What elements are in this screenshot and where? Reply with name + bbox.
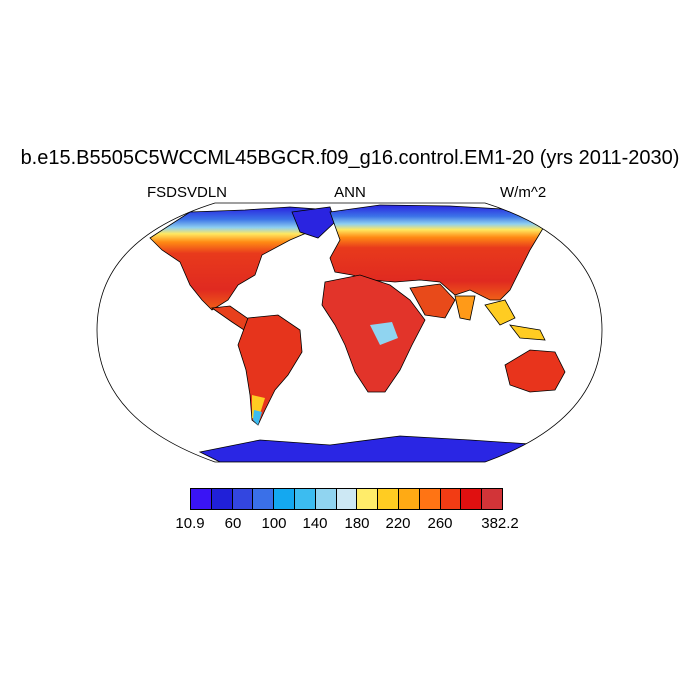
colorbar-label: 10.9 xyxy=(175,515,205,532)
colorbar-label: 382.2 xyxy=(481,515,519,532)
colorbar-box xyxy=(398,489,420,509)
africa xyxy=(321,274,426,393)
colorbar-box xyxy=(191,489,212,509)
colorbar-box xyxy=(294,489,316,509)
colorbar xyxy=(190,488,503,510)
greenland xyxy=(291,206,336,239)
colorbar-label: 260 xyxy=(427,515,453,532)
colorbar-box xyxy=(357,489,379,509)
colorbar-box xyxy=(378,489,399,509)
colorbar-box xyxy=(315,489,337,509)
antarctica xyxy=(198,435,562,462)
colorbar-box xyxy=(482,489,502,509)
plot-title: b.e15.B5505C5WCCML45BGCR.f09_g16.control… xyxy=(20,147,680,169)
south-america xyxy=(237,314,303,426)
map-border xyxy=(96,202,603,463)
colorbar-label: 180 xyxy=(344,515,370,532)
season-label: ANN xyxy=(334,184,366,201)
colorbar-box xyxy=(274,489,295,509)
colorbar-box xyxy=(253,489,275,509)
colorbar-label: 220 xyxy=(385,515,411,532)
colorbar-box xyxy=(211,489,233,509)
colorbar-label: 140 xyxy=(302,515,328,532)
colorbar-box xyxy=(440,489,462,509)
arabia-india xyxy=(409,283,456,319)
colorbar-label: 100 xyxy=(261,515,287,532)
se-asia xyxy=(484,299,546,341)
colorbar-box xyxy=(419,489,441,509)
variable-label: FSDSVDLN xyxy=(147,184,228,201)
colorbar-box xyxy=(232,489,254,509)
units-label: W/m^2 xyxy=(500,184,547,201)
colorbar-box xyxy=(461,489,483,509)
australia xyxy=(504,349,566,393)
colorbar-label: 60 xyxy=(224,515,242,532)
colorbar-box xyxy=(336,489,358,509)
north-america xyxy=(149,206,331,311)
